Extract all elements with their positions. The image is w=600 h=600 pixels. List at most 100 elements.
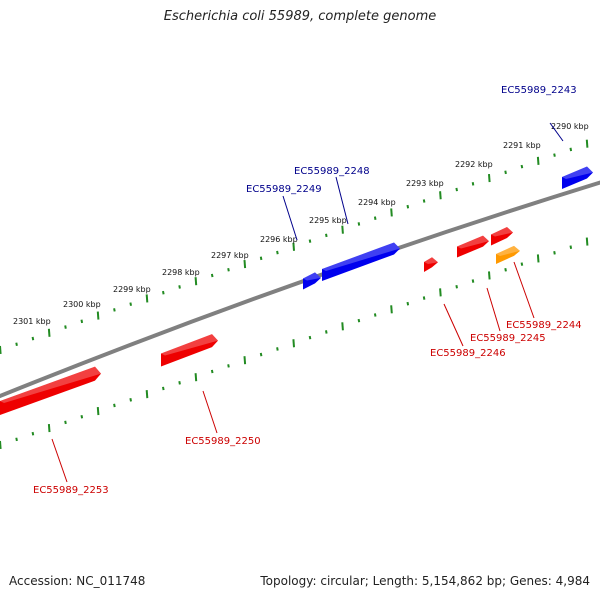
inner-tick-mark	[80, 414, 84, 419]
outer-tick-mark	[585, 139, 589, 148]
inner-tick-mark	[455, 284, 458, 289]
scale-label: 2297 kbp	[211, 251, 249, 260]
scale-label: 2299 kbp	[113, 285, 151, 294]
inner-tick-mark	[145, 390, 149, 399]
outer-tick-mark	[308, 239, 312, 243]
map-title: Escherichia coli 55989, complete genome	[163, 9, 437, 24]
outer-tick-mark	[325, 233, 328, 238]
gene-ec55989-2248-highlight	[322, 242, 400, 271]
inner-tick-mark	[373, 313, 377, 317]
outer-tick-mark	[15, 342, 18, 347]
leader-line	[51, 438, 68, 483]
outer-tick-mark	[553, 153, 556, 157]
outer-tick-mark	[210, 273, 214, 278]
outer-tick-mark	[520, 164, 524, 169]
inner-tick-mark	[64, 420, 67, 425]
leader-line	[202, 390, 218, 434]
gene-ec55989-2244-highlight	[496, 245, 520, 256]
inner-tick-mark	[471, 279, 475, 283]
scale-label: 2294 kbp	[358, 198, 396, 207]
outer-tick-mark	[259, 256, 263, 261]
inner-tick-mark	[520, 262, 524, 266]
outer-tick-mark	[145, 294, 149, 303]
scale-label: 2301 kbp	[13, 317, 51, 326]
inner-tick-mark	[292, 339, 295, 348]
gene-ec55989-2244	[496, 245, 520, 264]
leader-line	[549, 122, 564, 142]
scale-label: 2291 kbp	[503, 141, 541, 150]
scale-label: 2298 kbp	[162, 268, 200, 277]
inner-tick-mark	[422, 296, 426, 300]
gene-ec55989-2243	[562, 166, 593, 189]
outer-tick-mark	[536, 156, 540, 165]
inner-tick-mark	[194, 373, 198, 382]
gene-ec55989-2245b-highlight	[491, 227, 513, 237]
scale-label: 2295 kbp	[309, 216, 347, 225]
gene-ec55989-2253-highlight	[0, 366, 101, 403]
inner-tick-mark	[504, 267, 507, 272]
outer-tick-mark	[243, 259, 247, 269]
inner-tick-mark	[178, 381, 181, 385]
gene-ec55989-2249	[303, 272, 321, 290]
outer-tick-mark	[113, 308, 116, 312]
scale-label: 2296 kbp	[260, 235, 298, 244]
gene-label: EC55989_2243	[501, 85, 577, 96]
gene-ec55989-2245-highlight	[457, 235, 489, 249]
inner-tick-mark	[325, 330, 328, 334]
inner-tick-mark	[243, 356, 247, 365]
outer-tick-mark	[96, 311, 100, 320]
gene-ec55989-2248	[322, 242, 400, 281]
inner-tick-mark	[341, 322, 344, 331]
outer-tick-mark	[422, 199, 426, 203]
inner-tick-mark	[0, 440, 2, 450]
outer-tick-mark	[276, 250, 279, 255]
inner-tick-mark	[536, 254, 540, 263]
gene-label: EC55989_2253	[33, 485, 109, 496]
inner-tick-mark	[129, 397, 132, 402]
outer-tick-mark	[0, 345, 2, 355]
genome-stats: Topology: circular; Length: 5,154,862 bp…	[260, 574, 590, 588]
gene-label: EC55989_2249	[246, 184, 322, 195]
inner-tick-mark	[162, 386, 165, 391]
outer-tick-mark	[292, 242, 295, 251]
gene-ec55989-2245	[457, 235, 489, 258]
inner-tick-mark	[585, 237, 589, 246]
inner-tick-mark	[569, 245, 573, 249]
outer-tick-mark	[569, 147, 573, 152]
outer-tick-mark	[373, 216, 377, 220]
gene-ec55989-2250	[161, 334, 218, 367]
accession-label: Accession: NC_011748	[9, 574, 146, 588]
outer-tick-mark	[439, 191, 442, 200]
gene-label: EC55989_2246	[430, 348, 506, 359]
outer-tick-mark	[194, 277, 198, 286]
scale-label: 2290 kbp	[551, 122, 589, 131]
gene-ec55989-2250-highlight	[161, 334, 218, 356]
inner-tick-mark	[259, 352, 263, 357]
outer-tick-mark	[455, 187, 458, 192]
outer-tick-mark	[178, 285, 181, 289]
inner-tick-mark	[227, 364, 230, 368]
outer-tick-mark	[227, 267, 230, 272]
inner-tick-mark	[96, 407, 100, 416]
gene-ec55989-2246-highlight	[424, 257, 438, 264]
inner-tick-mark	[276, 347, 279, 351]
scale-label: 2293 kbp	[406, 179, 444, 188]
inner-tick-mark	[357, 318, 361, 323]
scale-label: 2292 kbp	[455, 160, 493, 169]
inner-tick-mark	[210, 369, 214, 374]
outer-tick-mark	[64, 325, 67, 329]
outer-tick-mark	[406, 204, 410, 209]
inner-tick-mark	[308, 335, 312, 340]
outer-tick-mark	[488, 173, 491, 183]
outer-tick-mark	[162, 290, 165, 295]
outer-tick-mark	[80, 319, 84, 324]
leader-line	[486, 287, 501, 332]
inner-tick-mark	[553, 251, 556, 255]
outer-tick-mark	[471, 182, 475, 186]
leader-line	[335, 176, 349, 225]
outer-tick-mark	[390, 208, 393, 217]
genome-backbone	[0, 180, 600, 399]
gene-label: EC55989_2245	[470, 333, 546, 344]
gene-label: EC55989_2250	[185, 436, 261, 447]
